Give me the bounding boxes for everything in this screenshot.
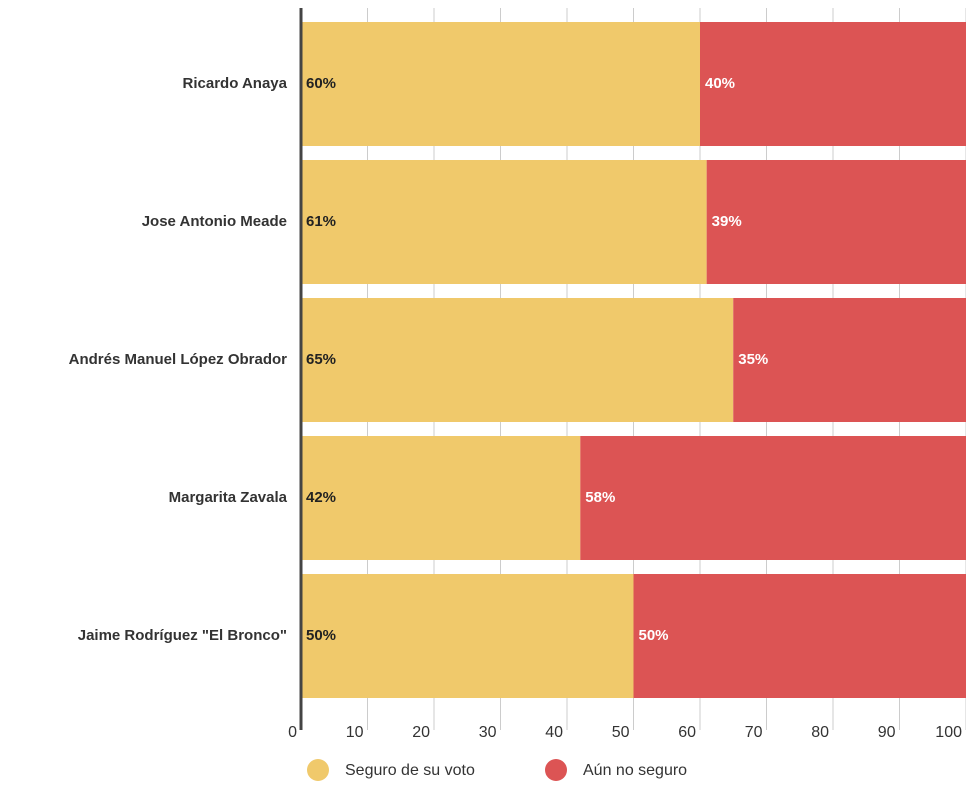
legend-swatch	[545, 759, 567, 781]
value-label: 65%	[306, 351, 336, 368]
value-label: 42%	[306, 489, 336, 506]
bar-segment	[301, 574, 634, 698]
category-label: Ricardo Anaya	[183, 75, 288, 92]
x-tick-label: 80	[811, 724, 829, 741]
value-label: 58%	[585, 489, 615, 506]
x-tick-label: 70	[745, 724, 763, 741]
value-label: 50%	[639, 627, 669, 644]
x-tick-label: 0	[288, 724, 297, 741]
value-label: 61%	[306, 213, 336, 230]
bar-segment	[700, 22, 966, 146]
x-tick-label: 90	[878, 724, 896, 741]
x-tick-label: 10	[346, 724, 364, 741]
value-label: 40%	[705, 75, 735, 92]
value-label: 60%	[306, 75, 336, 92]
bar-segment	[301, 298, 734, 422]
x-tick-label: 100	[935, 724, 962, 741]
bar-segment	[580, 436, 966, 560]
bar-segment	[301, 22, 700, 146]
legend-label: Seguro de su voto	[345, 762, 475, 779]
value-label: 39%	[712, 213, 742, 230]
bar-segment	[633, 574, 966, 698]
bar-segment	[706, 160, 966, 284]
bar-segment	[301, 160, 707, 284]
x-tick-label: 30	[479, 724, 497, 741]
legend-label: Aún no seguro	[583, 762, 687, 779]
x-tick-label: 50	[612, 724, 630, 741]
x-tick-label: 20	[412, 724, 430, 741]
legend-swatch	[307, 759, 329, 781]
value-label: 35%	[738, 351, 768, 368]
x-tick-label: 60	[678, 724, 696, 741]
category-label: Jaime Rodríguez "El Bronco"	[78, 627, 287, 644]
bar-segment	[301, 436, 581, 560]
category-label: Andrés Manuel López Obrador	[69, 351, 288, 368]
bar-segment	[733, 298, 966, 422]
category-label: Jose Antonio Meade	[142, 213, 287, 230]
x-tick-label: 40	[545, 724, 563, 741]
value-label: 50%	[306, 627, 336, 644]
category-label: Margarita Zavala	[169, 489, 288, 506]
